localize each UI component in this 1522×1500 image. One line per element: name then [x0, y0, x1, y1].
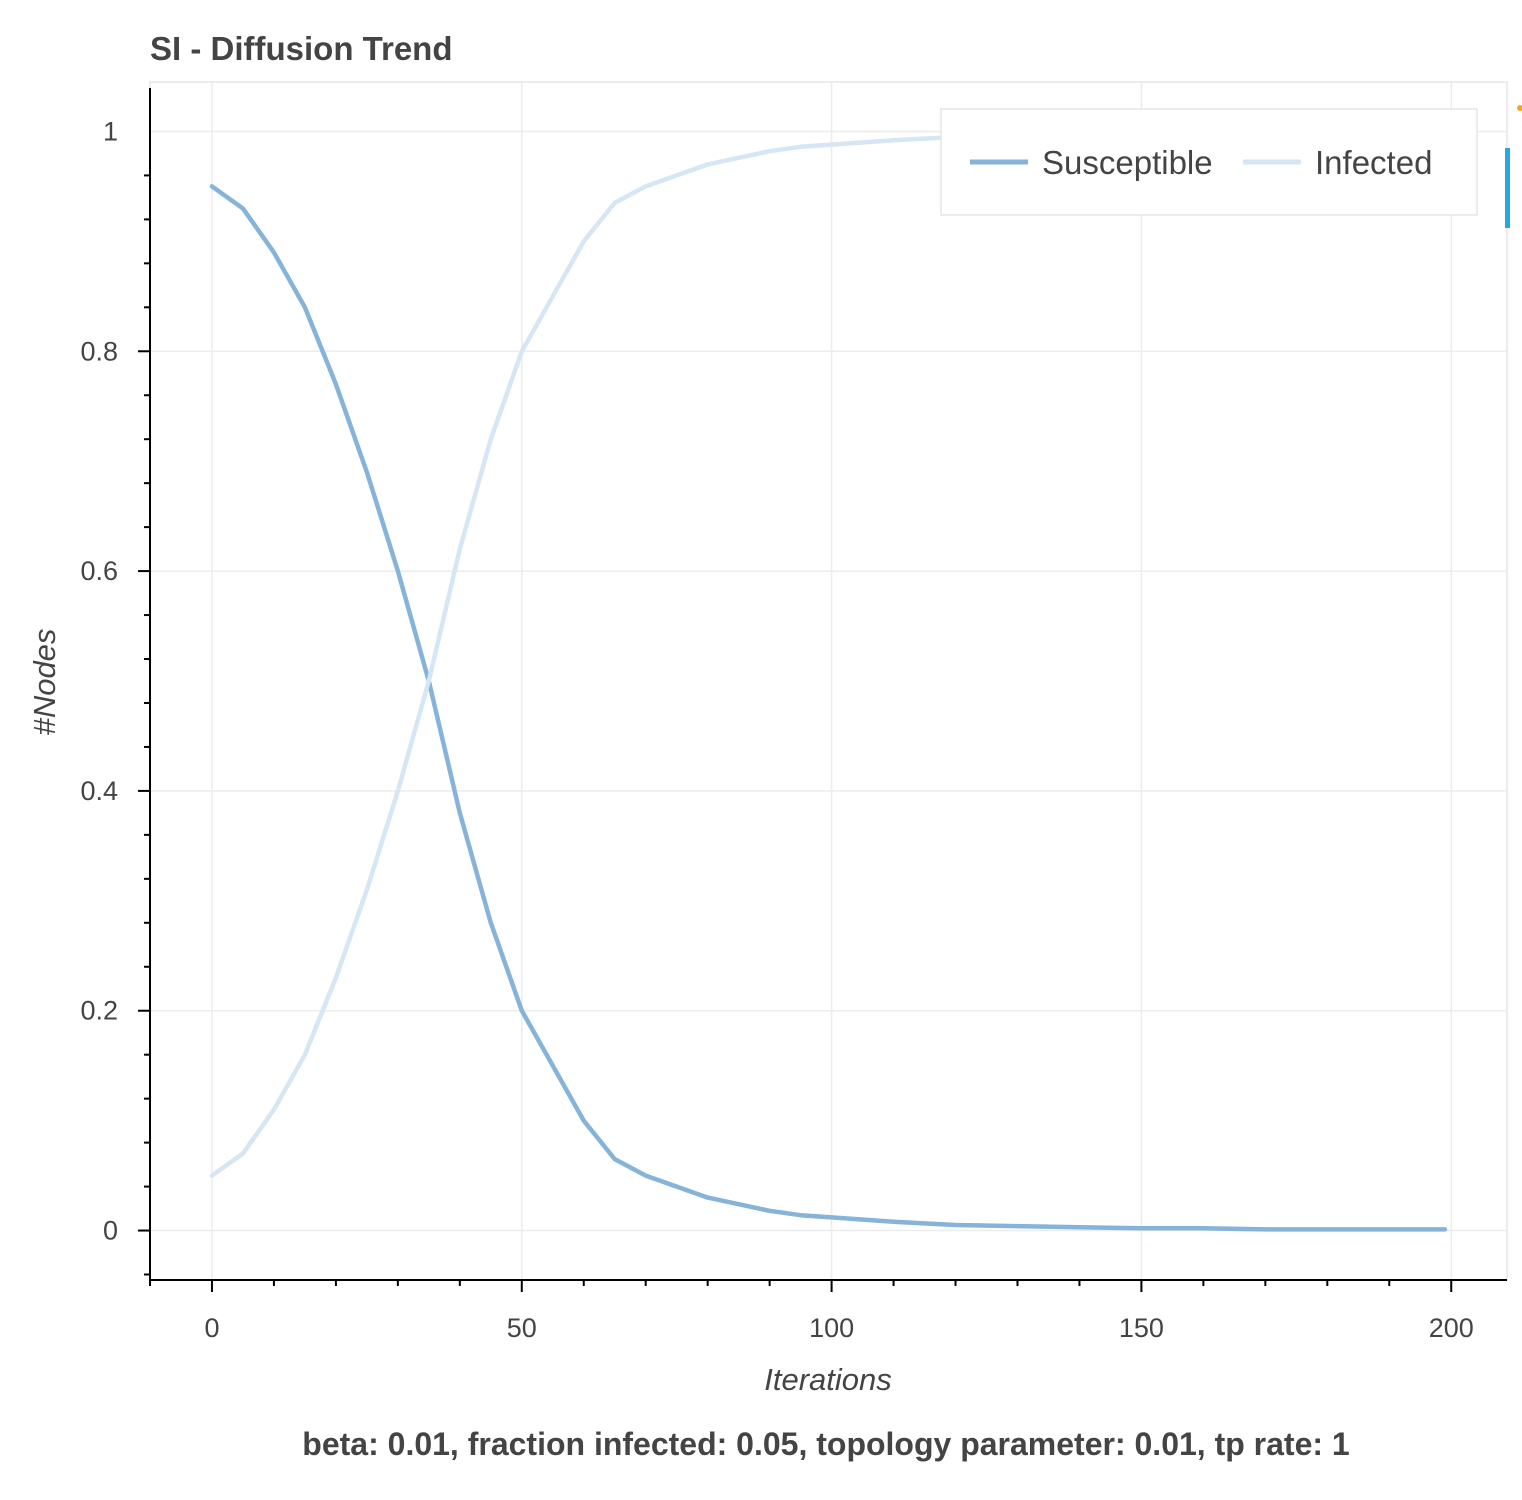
y-tick-label: 1: [103, 116, 118, 146]
legend-label-susceptible: Susceptible: [1042, 144, 1213, 181]
y-tick-label: 0: [103, 1216, 118, 1246]
tick-labels: 0 0.2 0.4 0.6 0.8 1 0 50 100 150 200: [80, 116, 1473, 1343]
x-tick-label: 150: [1119, 1313, 1164, 1343]
legend-box: [940, 108, 1478, 216]
chart-title: SI - Diffusion Trend: [150, 30, 453, 67]
x-tick-label: 0: [204, 1313, 219, 1343]
plot-frame: [149, 81, 1508, 1281]
grid-lines: [150, 82, 1507, 1280]
legend: Susceptible Infected: [940, 108, 1478, 216]
y-tick-label: 0.2: [80, 996, 118, 1026]
x-tick-label: 200: [1429, 1313, 1474, 1343]
x-axis-label: Iterations: [764, 1362, 892, 1397]
series-line-infected: [209, 130, 1448, 1178]
legend-label-infected: Infected: [1315, 144, 1432, 181]
x-tick-label: 50: [507, 1313, 537, 1343]
series-line-susceptible: [209, 184, 1448, 1232]
chart-subtitle: beta: 0.01, fraction infected: 0.05, top…: [302, 1426, 1349, 1462]
y-axis-label: #Nodes: [27, 629, 62, 736]
y-tick-label: 0.8: [80, 336, 118, 366]
x-tick-label: 100: [809, 1313, 854, 1343]
y-tick-label: 0.6: [80, 556, 118, 586]
y-tick-label: 0.4: [80, 776, 118, 806]
axes: [138, 88, 1507, 1292]
series-lines: [209, 130, 1448, 1232]
toolbar-indicator-dot: [1517, 105, 1522, 111]
toolbar-accent-bar[interactable]: [1505, 148, 1510, 228]
